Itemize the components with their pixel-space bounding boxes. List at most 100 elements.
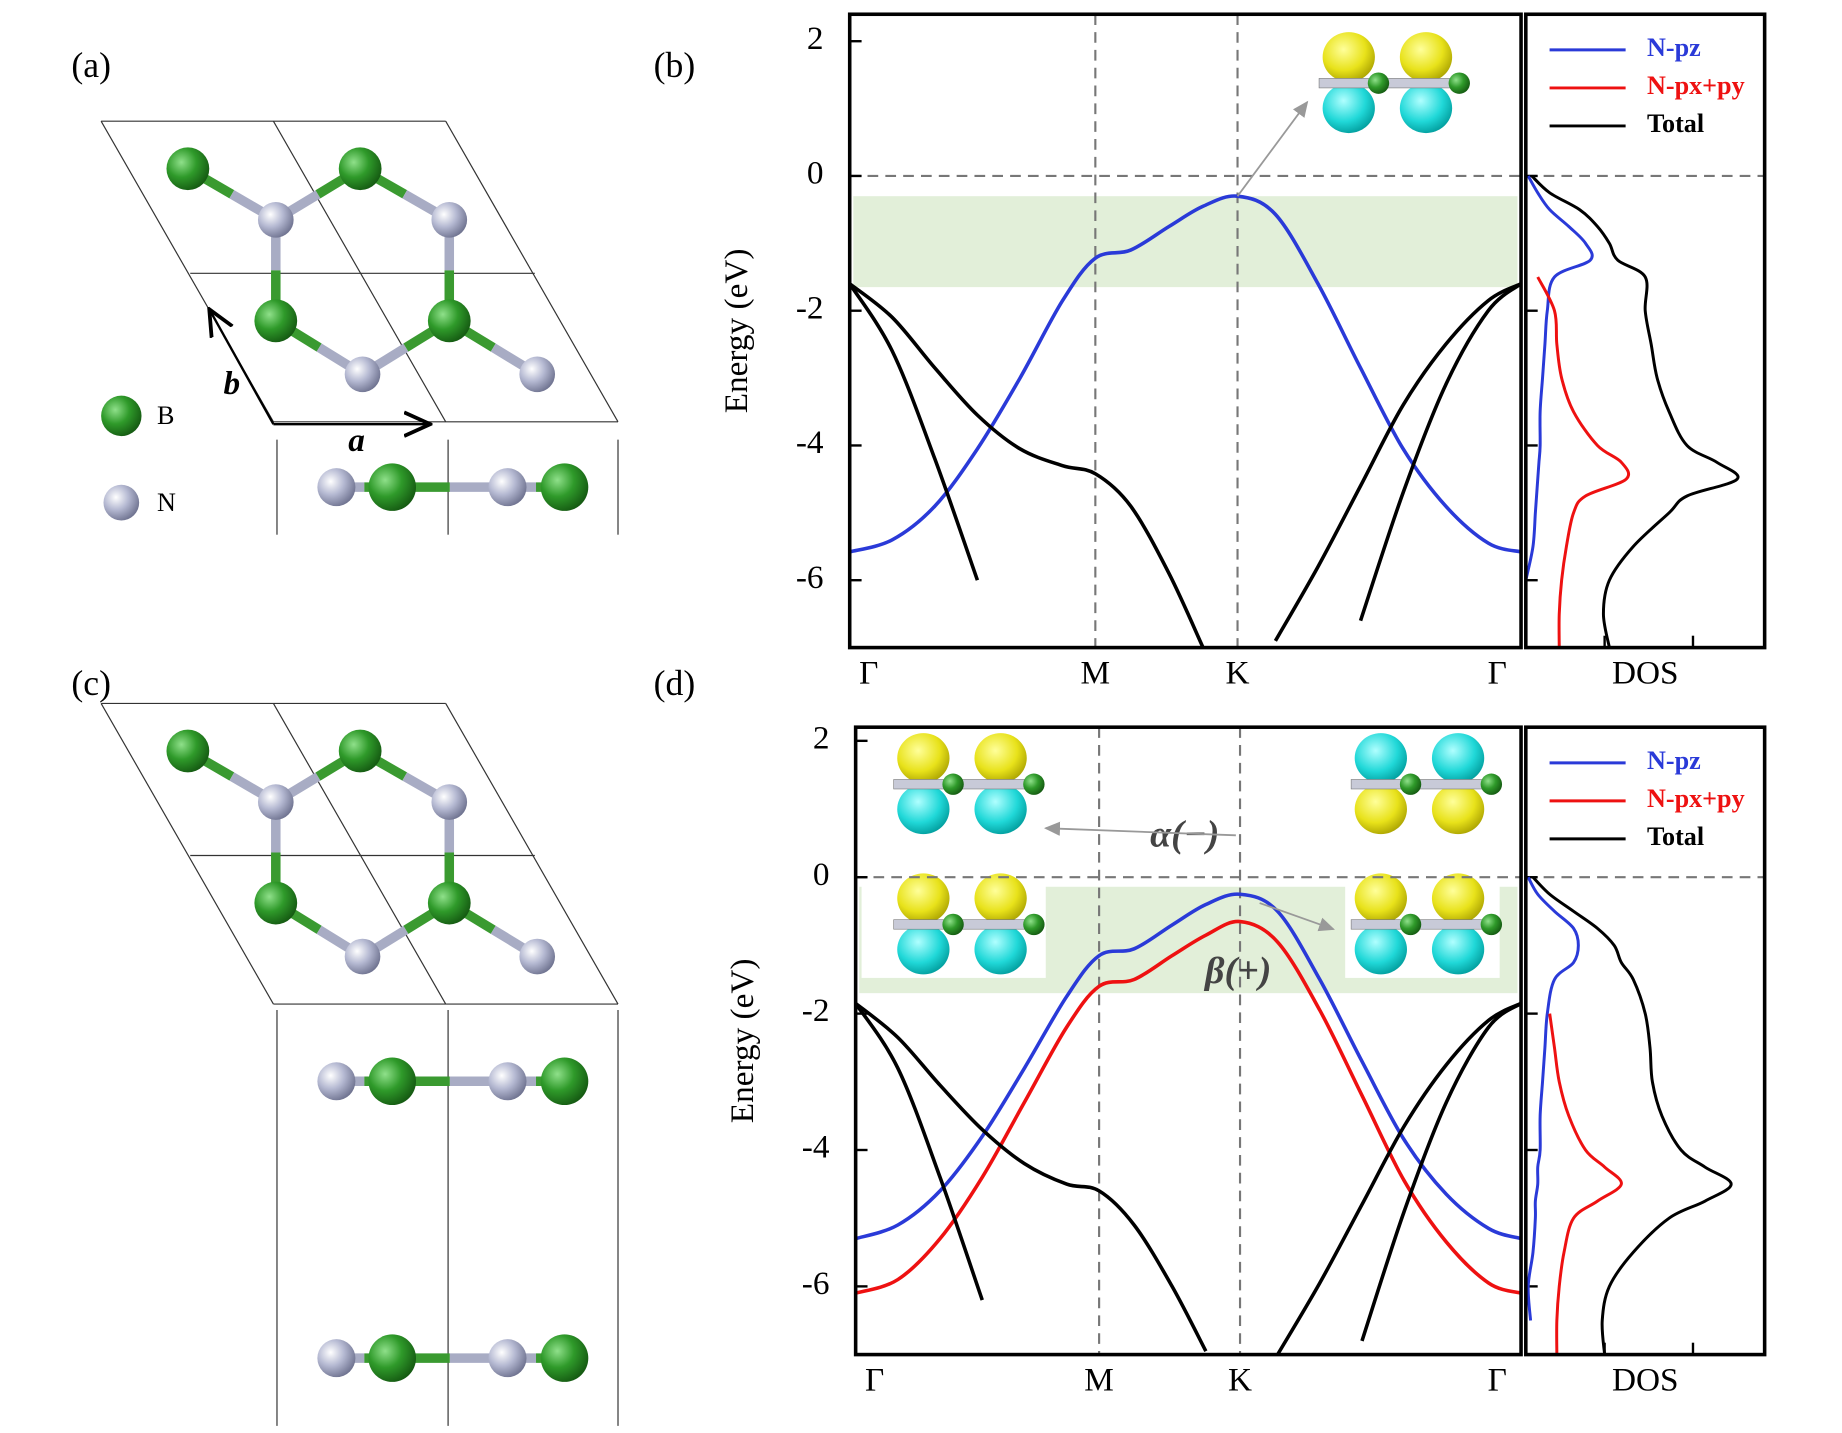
y-tick-label: 2 <box>807 20 824 57</box>
legend-label: Total <box>1647 109 1704 138</box>
boron-atom <box>427 299 471 343</box>
bond-rod <box>893 919 1037 930</box>
pointer-arrow <box>1043 821 1236 837</box>
boron-atom <box>368 1334 417 1382</box>
annotation: β(+) <box>1203 950 1271 992</box>
orbital-lobe <box>1354 733 1407 784</box>
dos-panel: DOS N-pz N-px+py Total <box>1524 725 1767 1399</box>
y-tick-label: -4 <box>802 1129 830 1166</box>
y-tick-label: -6 <box>796 559 824 596</box>
orbital-lobe <box>1354 873 1407 924</box>
top-view <box>100 702 619 1005</box>
nitrogen-atom <box>257 201 294 238</box>
x-tick-label: K <box>1228 1362 1252 1399</box>
y-tick-label: 0 <box>813 856 830 893</box>
bond-rod <box>1350 919 1495 930</box>
y-tick-label: -2 <box>796 289 824 326</box>
lattice-vector <box>210 311 275 425</box>
band-panel: -6 -4 -2 0 2 Γ M K Γ Energy (eV) <box>718 12 1523 692</box>
panel-label: (c) <box>71 663 111 703</box>
y-tick-label: 0 <box>807 155 824 192</box>
cell-line <box>100 703 274 1005</box>
boron-atom <box>942 913 964 936</box>
band-line <box>855 1001 1522 1355</box>
orbital-lobe <box>1431 924 1485 975</box>
boron-atom <box>368 1057 417 1106</box>
x-tick-label: M <box>1084 1362 1114 1399</box>
orbital-lobe <box>1431 873 1485 924</box>
x-tick-label: M <box>1081 655 1111 692</box>
boron-atom <box>942 773 964 795</box>
y-tick-label: -2 <box>802 992 830 1029</box>
band-line <box>849 194 1522 554</box>
orbital-lobe <box>1354 924 1407 975</box>
boron-atom <box>1480 773 1503 795</box>
band-line <box>849 282 1522 648</box>
boron-atom <box>1448 72 1470 94</box>
cell-line <box>445 120 619 423</box>
orbital-lobe <box>1431 733 1485 784</box>
orbital-lobe <box>1322 83 1375 134</box>
orbital-lobe <box>1354 784 1407 835</box>
nitrogen-atom <box>488 1339 527 1378</box>
boron-atom <box>1399 773 1422 795</box>
orbital-lobe <box>897 873 950 924</box>
band-lines <box>855 892 1522 1355</box>
boron-atom <box>1367 72 1390 94</box>
dos-line <box>1525 175 1594 581</box>
x-axis-label: DOS <box>1612 655 1679 692</box>
dos-line <box>1526 876 1580 1321</box>
dos-panel: DOS N-pz N-px+py Total <box>1524 12 1767 692</box>
bond-rod <box>1350 779 1495 790</box>
band-line <box>855 919 1522 1295</box>
x-tick-label: K <box>1226 655 1250 692</box>
orbital-lobe <box>1399 83 1453 134</box>
boron-atom <box>1023 913 1045 936</box>
boron-atom <box>338 729 382 773</box>
band-lines <box>849 194 1522 648</box>
y-tick-label: -4 <box>796 424 824 461</box>
nitrogen-atom <box>257 784 294 820</box>
panel-label: (a) <box>71 45 111 85</box>
bond-rod <box>893 779 1037 790</box>
side-view <box>276 1009 619 1426</box>
orbital-lobe <box>974 873 1027 924</box>
boron-atom <box>540 463 589 511</box>
bond-rod <box>1318 78 1462 89</box>
x-tick-label: Γ <box>1488 655 1507 692</box>
highlight-band <box>853 196 1518 288</box>
plot-frame <box>1524 725 1767 1357</box>
legend-label: Total <box>1647 822 1704 851</box>
panel-label: (d) <box>654 663 696 703</box>
band-line <box>855 892 1522 1241</box>
boron-atom <box>338 147 382 191</box>
nitrogen-atom <box>317 1339 356 1378</box>
boron-atom <box>1023 773 1045 795</box>
dos-line <box>1530 174 1740 648</box>
boron-atom <box>368 463 417 511</box>
boron-atom <box>166 147 210 191</box>
boron-atom <box>166 729 210 773</box>
orbital-lobe <box>1322 32 1375 82</box>
legend-label: N-pz <box>1647 33 1701 62</box>
cell-line <box>272 703 447 1005</box>
boron-atom <box>540 1057 589 1106</box>
orbital-lobe <box>974 924 1027 975</box>
structures <box>100 120 619 1426</box>
pointer-arrow <box>1236 100 1309 197</box>
nitrogen-atom <box>431 784 468 820</box>
boron-atom <box>1480 913 1503 936</box>
orbital-lobe <box>974 733 1027 784</box>
legend-label: N-px+py <box>1647 71 1745 100</box>
boron-atom <box>540 1334 589 1382</box>
legend-label: N-px+py <box>1647 784 1745 813</box>
boron-atom <box>1399 913 1422 936</box>
nitrogen-atom <box>317 468 356 507</box>
boron-atom <box>254 881 298 925</box>
orbital-lobe <box>897 733 950 784</box>
x-tick-label: Γ <box>865 1362 884 1399</box>
cell-line <box>272 120 447 423</box>
lattice-vector-label: b <box>224 365 241 402</box>
